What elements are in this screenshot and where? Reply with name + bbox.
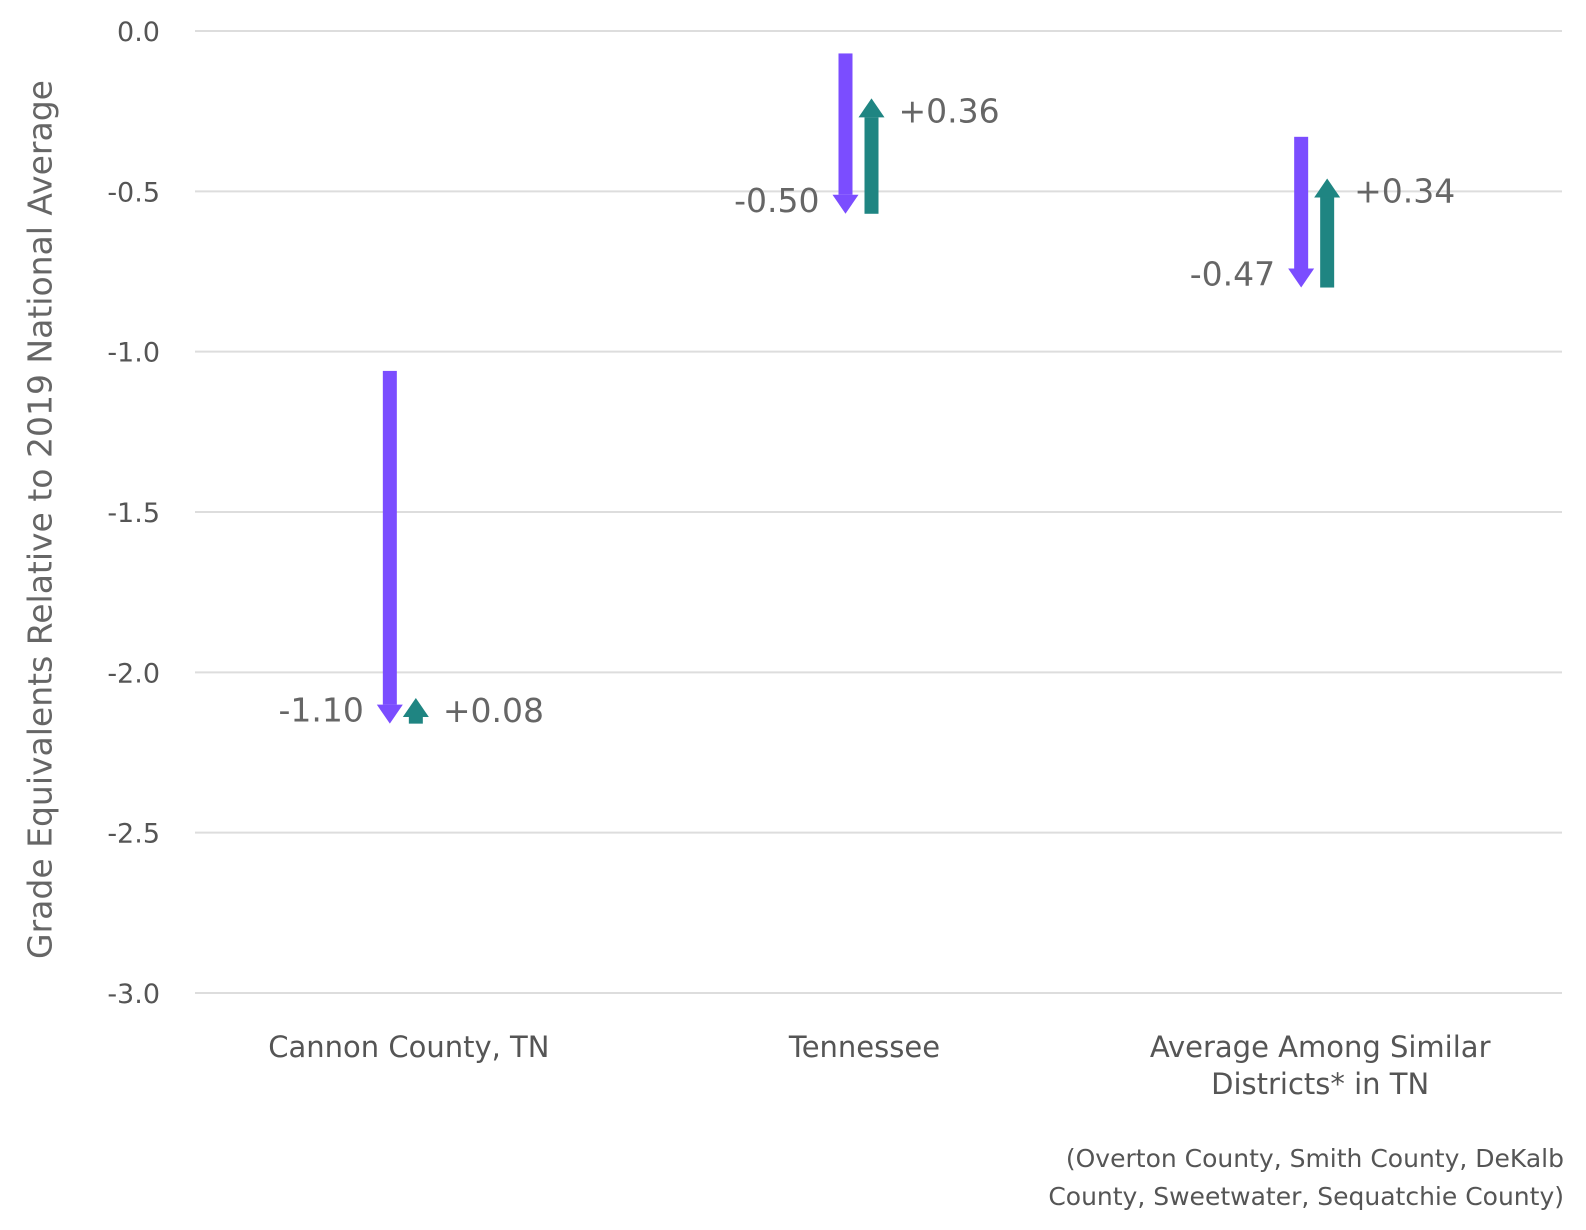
recovery-arrow-shaft [1320, 197, 1335, 288]
decline-arrow-shaft [1294, 136, 1309, 269]
recovery-label: +0.08 [443, 691, 544, 730]
y-tick-label: -1.0 [107, 338, 160, 369]
decline-arrow-shaft [382, 370, 397, 705]
y-tick-label: -2.5 [107, 819, 160, 850]
x-category-label: Average Among Similar [1150, 1030, 1491, 1064]
decline-label: -1.10 [278, 691, 363, 730]
y-tick-label: -1.5 [107, 498, 160, 529]
x-category-label: Tennessee [788, 1030, 940, 1064]
y-tick-label: 0.0 [117, 17, 160, 48]
footnote-line-2: County, Sweetwater, Sequatchie County) [1048, 1182, 1564, 1211]
recovery-arrow-head [402, 697, 429, 717]
decline-label: -0.47 [1190, 255, 1275, 294]
recovery-arrow-shaft [408, 716, 423, 724]
similar-districts-footnote: (Overton County, Smith County, DeKalb Co… [1004, 1140, 1564, 1216]
x-category-label: Districts* in TN [1211, 1067, 1429, 1101]
recovery-arrow-shaft [864, 117, 879, 214]
decline-arrow-head [376, 704, 403, 724]
y-tick-label: -2.0 [107, 658, 160, 689]
decline-arrow-head [832, 194, 859, 214]
y-tick-label: -3.0 [107, 979, 160, 1010]
footnote-line-1: (Overton County, Smith County, DeKalb [1065, 1144, 1564, 1173]
x-category-label: Cannon County, TN [268, 1030, 549, 1064]
decline-arrow-shaft [838, 53, 853, 195]
recovery-arrow-head [858, 98, 885, 118]
decline-arrow-head [1288, 268, 1315, 288]
decline-label: -0.50 [734, 181, 819, 220]
recovery-arrow-head [1314, 178, 1341, 198]
recovery-label: +0.34 [1354, 172, 1455, 211]
y-tick-label: -0.5 [107, 177, 160, 208]
recovery-label: +0.36 [899, 91, 1000, 130]
y-axis-title: Grade Equivalents Relative to 2019 Natio… [20, 80, 60, 959]
